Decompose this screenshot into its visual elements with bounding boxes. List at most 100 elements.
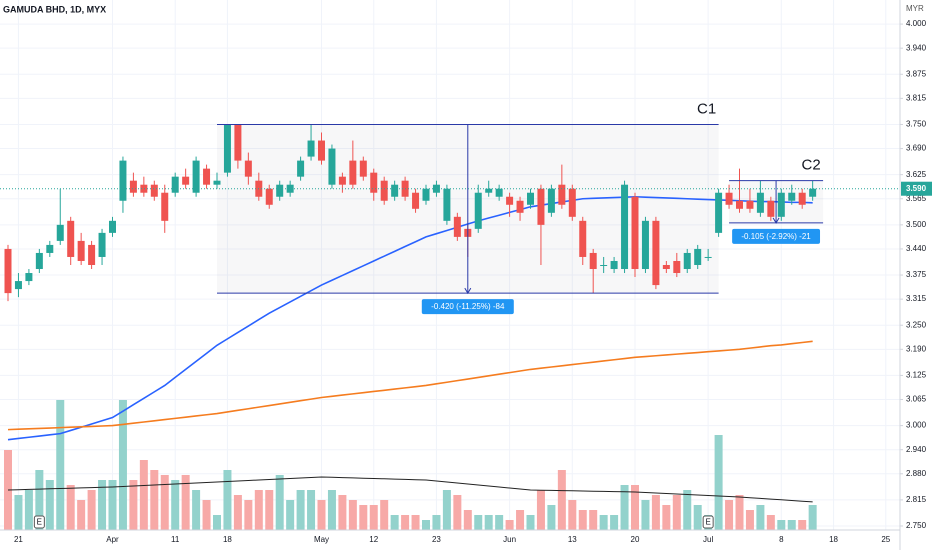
volume-bar — [244, 500, 253, 530]
volume-bar — [45, 480, 54, 530]
candle-body — [683, 252, 691, 270]
range-label-bg — [732, 228, 821, 244]
y-tick-label: 3.690 — [906, 144, 927, 153]
candle-body — [485, 188, 493, 193]
y-tick-label: 3.500 — [906, 220, 927, 229]
volume-bar — [578, 510, 587, 530]
volume-bar — [505, 520, 514, 530]
candle-body — [767, 200, 775, 217]
candle-body — [589, 252, 597, 270]
y-tick-label: 3.875 — [906, 69, 927, 78]
x-tick-label: 18 — [829, 535, 838, 544]
axis: 2.750 2.815 2.880 2.940 3.000 3.065 3.125 3.190… — [14, 19, 932, 544]
candle-body — [662, 265, 670, 270]
volume-bar — [484, 515, 493, 530]
candle-body — [338, 176, 346, 185]
moving-average — [7, 340, 813, 431]
volume-bar — [442, 490, 451, 530]
candle-body — [119, 160, 127, 201]
volume-bar — [777, 520, 786, 530]
volume-bar — [735, 495, 744, 530]
x-tick-label: 18 — [223, 535, 232, 544]
volume-bar — [401, 515, 410, 530]
x-tick-label: Jul — [703, 535, 713, 544]
range-label: -0.105 (-2.92%) -21 — [741, 232, 811, 241]
y-tick-label: 3.815 — [906, 93, 927, 102]
candle-body — [286, 184, 294, 193]
volume-pane — [4, 400, 817, 530]
volume-bar — [98, 480, 107, 530]
volume-bar — [77, 500, 86, 530]
volume-bar — [66, 485, 75, 530]
candle-body — [673, 260, 681, 274]
candle-body — [171, 176, 179, 193]
y-tick-label: 3.125 — [906, 371, 927, 380]
volume-bar — [380, 500, 389, 530]
candle-body — [715, 192, 723, 233]
volume-bar — [369, 505, 378, 530]
last-price-tag — [901, 181, 932, 196]
volume-bar — [4, 450, 12, 530]
x-tick-label: 23 — [432, 535, 441, 544]
candle-body — [558, 184, 566, 205]
arrow-head — [464, 287, 472, 295]
candle-body — [621, 184, 629, 270]
candle-body — [809, 188, 817, 197]
volume-bar — [348, 500, 357, 530]
candle-body — [527, 192, 534, 205]
x-tick-label: 11 — [171, 535, 180, 544]
volume-bar — [192, 490, 201, 530]
y-tick-label: 3.065 — [906, 395, 927, 404]
candle-body — [391, 184, 399, 197]
y-unit: MYR — [906, 4, 924, 13]
volume-bar — [725, 500, 734, 530]
candle-body — [203, 168, 211, 185]
x-tick-label: Jun — [503, 535, 516, 544]
x-tick-label: 25 — [881, 535, 890, 544]
volume-bar — [672, 495, 681, 530]
candle-body — [349, 160, 357, 185]
volume-bar — [139, 460, 148, 530]
candle-body — [694, 248, 702, 265]
volume-bar — [589, 510, 598, 530]
y-tick-label: 3.440 — [906, 244, 927, 253]
candle-body — [77, 240, 85, 261]
candle-body — [537, 188, 545, 225]
volume-bar — [536, 490, 545, 530]
annotations: C1 -0.420 (-11.25%) -84 C2 -0.105 (-2.92%) … — [0, 100, 900, 529]
event-label: E — [37, 518, 42, 527]
volume-bar — [327, 490, 336, 530]
candle-body — [579, 220, 587, 257]
x-tick-label: May — [314, 535, 329, 544]
candle-body — [140, 184, 148, 193]
volume-bar — [463, 510, 472, 530]
y-tick-label: 3.250 — [906, 320, 927, 329]
volume-bar — [651, 495, 660, 530]
volume-bar — [787, 520, 796, 530]
y-tick-label: 3.315 — [906, 294, 927, 303]
candle-body — [474, 192, 482, 229]
volume-bar — [390, 515, 399, 530]
volume-bar — [411, 515, 420, 530]
volume-bar — [641, 500, 650, 530]
candle-body — [412, 192, 420, 209]
x-tick-label: Apr — [106, 535, 119, 544]
candle-body — [25, 273, 33, 282]
volume-bar — [620, 485, 629, 530]
volume-bar — [160, 475, 169, 530]
volume-bar — [474, 515, 483, 530]
candle-body — [192, 160, 200, 193]
candle-body — [746, 200, 754, 209]
x-tick-label: 12 — [369, 535, 378, 544]
volume-bar — [307, 490, 316, 530]
volume-bar — [631, 485, 639, 530]
event-label: E — [705, 518, 710, 527]
candle-body — [610, 260, 618, 270]
last-price-label: 3.590 — [906, 184, 927, 193]
candle-body — [4, 248, 12, 294]
volume-bar — [171, 480, 180, 530]
x-tick-label: 13 — [568, 535, 577, 544]
volume-bar — [296, 490, 305, 530]
volume-bar — [14, 495, 23, 530]
